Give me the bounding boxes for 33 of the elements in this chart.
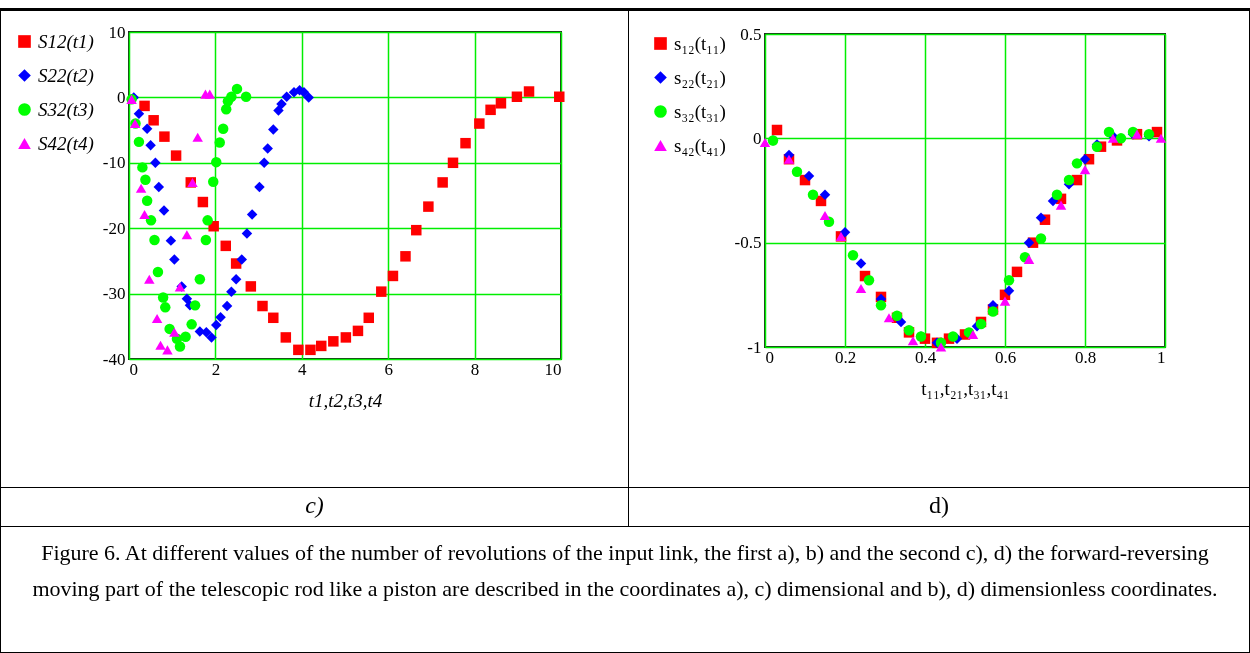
x-tick-label: 4	[298, 359, 308, 379]
y-tick-label: -0.5	[734, 233, 762, 253]
legend-label: s₄₂(t₄₁)	[674, 134, 726, 157]
legend-label: S42(t4)	[38, 132, 94, 155]
y-tick-label: 0	[753, 128, 762, 148]
x-tick-label: 6	[384, 359, 393, 379]
x-tick-label: 2	[211, 359, 221, 379]
text: d)	[928, 492, 950, 519]
legend-label: s₃₂(t₃₁)	[674, 100, 726, 123]
x-tick-label: 0.6	[994, 347, 1017, 367]
x-tick-label: 8	[470, 359, 480, 379]
y-tick-label: 10	[108, 22, 126, 42]
x-tick-label: 0.4	[914, 347, 937, 367]
y-tick-label: -20	[102, 218, 126, 238]
y-tick-label: -30	[102, 284, 126, 304]
y-tick-label: -1	[747, 337, 762, 357]
text: c)	[304, 492, 325, 519]
y-tick-label: -40	[102, 349, 126, 369]
legend-label: S12(t1)	[38, 30, 94, 53]
legend-label: s₁₂(t₁₁)	[674, 32, 726, 55]
x-axis-title: t1,t2,t3,t4	[308, 389, 383, 411]
caption: Figure 6. At different values of the number of revolutions of the input link, the first a), b) and the second c), d) the forward-reversing moving part of the telescopic rod like a piston are described in the coordinates a), c) dimensional and b), d) dimensionless coordinates.	[31, 539, 1219, 603]
y-tick-label: -10	[102, 153, 126, 173]
x-tick-label: 10	[544, 359, 562, 379]
x-axis-title: t₁₁,t₂₁,t₃₁,t₄₁	[921, 377, 1010, 399]
legend-label: S22(t2)	[38, 64, 94, 87]
y-tick-label: 0.5	[740, 24, 762, 44]
x-tick-label: 0.2	[834, 347, 857, 367]
x-tick-label: 1	[1157, 347, 1166, 367]
x-tick-label: 0.8	[1074, 347, 1097, 367]
legend-label: S32(t3)	[38, 98, 94, 121]
y-tick-label: 0	[117, 87, 126, 107]
legend-label: s₂₂(t₂₁)	[674, 66, 726, 89]
